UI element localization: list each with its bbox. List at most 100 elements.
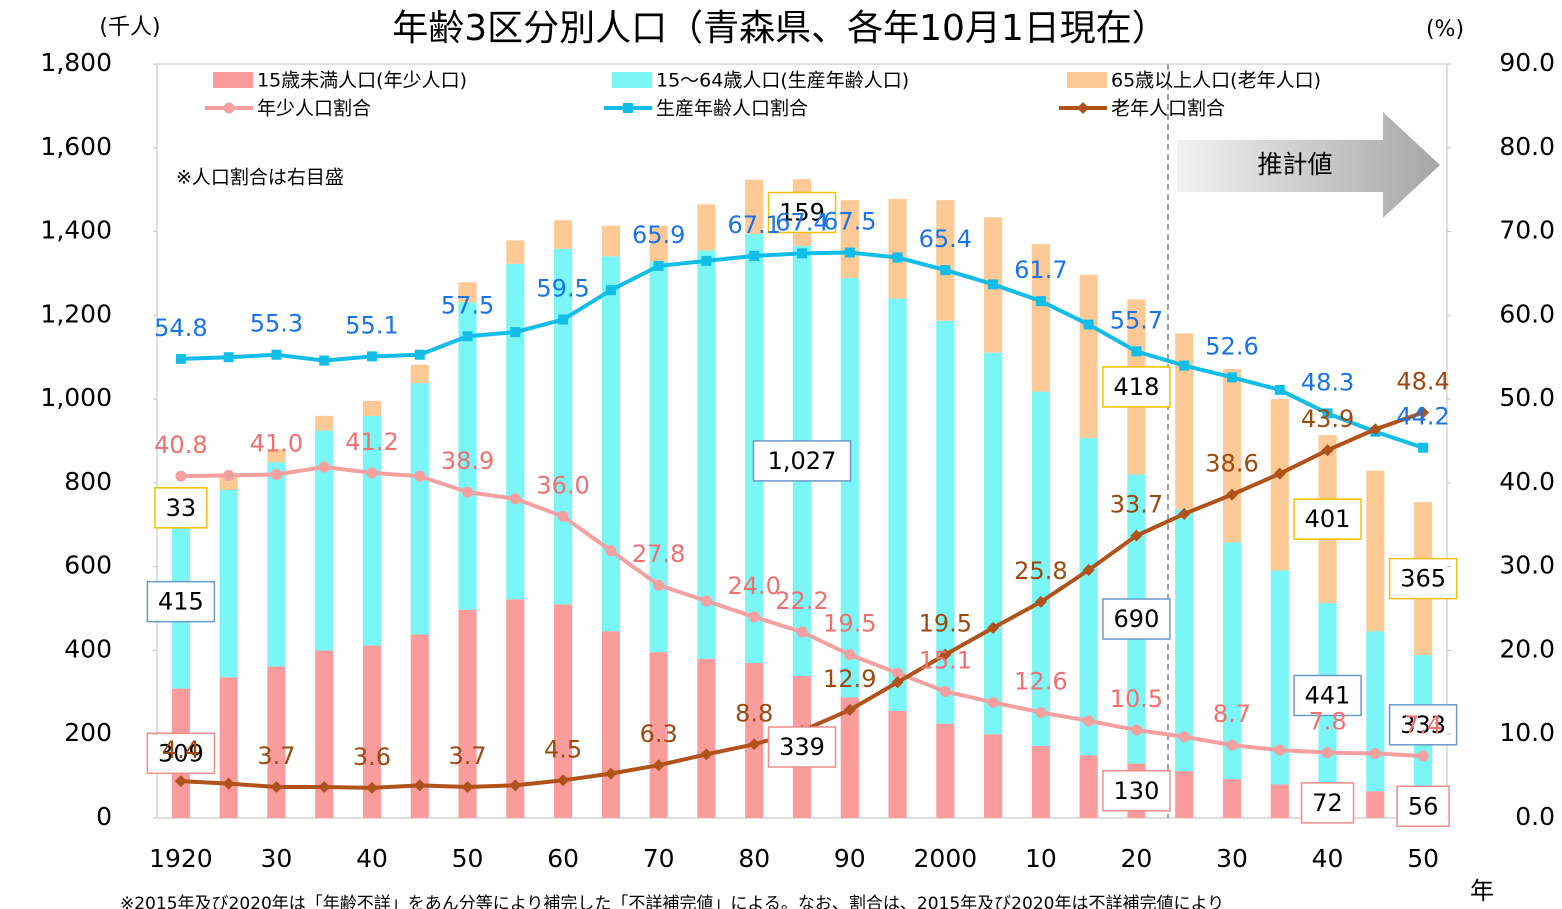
y2-tick-label: 80.0 (1499, 132, 1555, 161)
data-label: 3.6 (353, 743, 391, 771)
bar-segment (745, 179, 764, 235)
bar-segment (1270, 399, 1289, 571)
bar-segment (506, 240, 525, 264)
bar-segment (697, 250, 716, 659)
bar-segment (362, 645, 382, 818)
y2-tick-label: 30.0 (1499, 551, 1555, 580)
line-marker (1226, 739, 1238, 751)
data-label: 33 (166, 494, 197, 522)
line-marker (1083, 319, 1094, 330)
data-label: 19.5 (919, 610, 972, 638)
line-marker (987, 621, 1000, 634)
line-marker (604, 767, 617, 780)
bar-segment (458, 282, 477, 303)
data-label: 55.7 (1110, 306, 1163, 334)
footnote: ※2015年及び2020年は「年齢不詳」をあん分等により補完した「不詳補完値」に… (120, 894, 1224, 909)
line-marker (701, 255, 712, 266)
line-marker (1418, 442, 1429, 453)
data-label: 67.1 (728, 211, 781, 239)
data-label: 61.7 (1014, 256, 1067, 284)
x-tick-label: 60 (547, 844, 579, 873)
data-label: 67.5 (823, 208, 876, 236)
note: ※人口割合は右目盛 (176, 167, 344, 189)
line-marker (462, 331, 473, 342)
line-marker (652, 759, 665, 772)
bar-segment (601, 256, 620, 632)
line-marker (1273, 467, 1286, 480)
data-label: 48.4 (1396, 368, 1449, 396)
data-label: 38.6 (1205, 450, 1258, 478)
data-label-box (1293, 674, 1362, 717)
bar-segment (1270, 784, 1289, 818)
data-label: 690 (1114, 605, 1160, 633)
bar-segment (840, 697, 859, 818)
line-marker (796, 626, 808, 638)
line-marker (1082, 564, 1095, 577)
line-marker (1274, 744, 1286, 756)
data-label: 24.0 (728, 572, 781, 600)
x-tick-label: 2000 (914, 844, 978, 873)
line-marker (891, 676, 904, 689)
data-label-box (767, 726, 837, 768)
legend-marker (223, 102, 235, 114)
y-tick-label: 800 (64, 467, 112, 496)
bar-segment (554, 220, 573, 249)
line-marker (892, 252, 903, 263)
line-marker (174, 775, 187, 788)
y2-axis-label: (%) (1426, 17, 1464, 42)
bar-segment (410, 634, 429, 818)
bar-segment (315, 415, 334, 431)
data-label-box (1102, 366, 1171, 408)
line-marker (653, 260, 664, 271)
line-marker (414, 349, 425, 360)
data-label: 4.5 (544, 735, 582, 763)
bar-segment (267, 462, 286, 667)
line-marker (1179, 360, 1190, 371)
data-label-box (1293, 498, 1362, 540)
bar-segment (1222, 368, 1242, 543)
bar-segment (219, 475, 238, 491)
line-marker (367, 351, 377, 362)
y-axis-label: (千人) (99, 15, 160, 40)
line-marker (1369, 423, 1382, 436)
bar-segment (219, 490, 238, 678)
y2-tick-label: 50.0 (1499, 383, 1555, 412)
data-label: 10.5 (1110, 685, 1163, 713)
line-marker (557, 510, 569, 522)
x-tick-label: 1920 (149, 844, 213, 873)
line-marker (413, 779, 426, 792)
bar-segment (1175, 771, 1194, 818)
line-marker (987, 696, 999, 708)
data-label: 56 (1408, 792, 1439, 820)
data-label-box (1102, 770, 1171, 812)
line-marker (1417, 406, 1430, 419)
line-marker (939, 685, 951, 697)
data-label-box (767, 191, 837, 234)
x-tick-label: 50 (452, 844, 484, 873)
bar-segment (697, 658, 716, 818)
x-tick-label: 70 (643, 844, 675, 873)
data-label: 44.2 (1396, 403, 1449, 431)
line-marker (1130, 724, 1142, 736)
y-tick-label: 1,000 (40, 383, 112, 412)
line-marker (844, 649, 856, 661)
bar-segment (936, 320, 955, 724)
bar-segment (984, 352, 1003, 735)
line-marker (509, 493, 521, 505)
y-tick-label: 1,200 (40, 299, 112, 328)
y-tick-label: 400 (64, 634, 112, 663)
data-label: 7.8 (1308, 708, 1346, 736)
bar-segment (1079, 438, 1098, 756)
line-marker (892, 667, 904, 679)
bar-segment (1079, 755, 1098, 818)
data-label: 8.8 (735, 699, 773, 727)
data-label-box (1388, 704, 1458, 746)
line-marker (319, 355, 330, 366)
line-marker (1178, 731, 1190, 743)
line-marker (1130, 529, 1143, 542)
bar-segment (1079, 274, 1098, 439)
bar-segment (1175, 509, 1194, 772)
data-label: 43.9 (1301, 405, 1354, 433)
bar-segment (1031, 745, 1050, 818)
bar-segment (888, 198, 907, 299)
